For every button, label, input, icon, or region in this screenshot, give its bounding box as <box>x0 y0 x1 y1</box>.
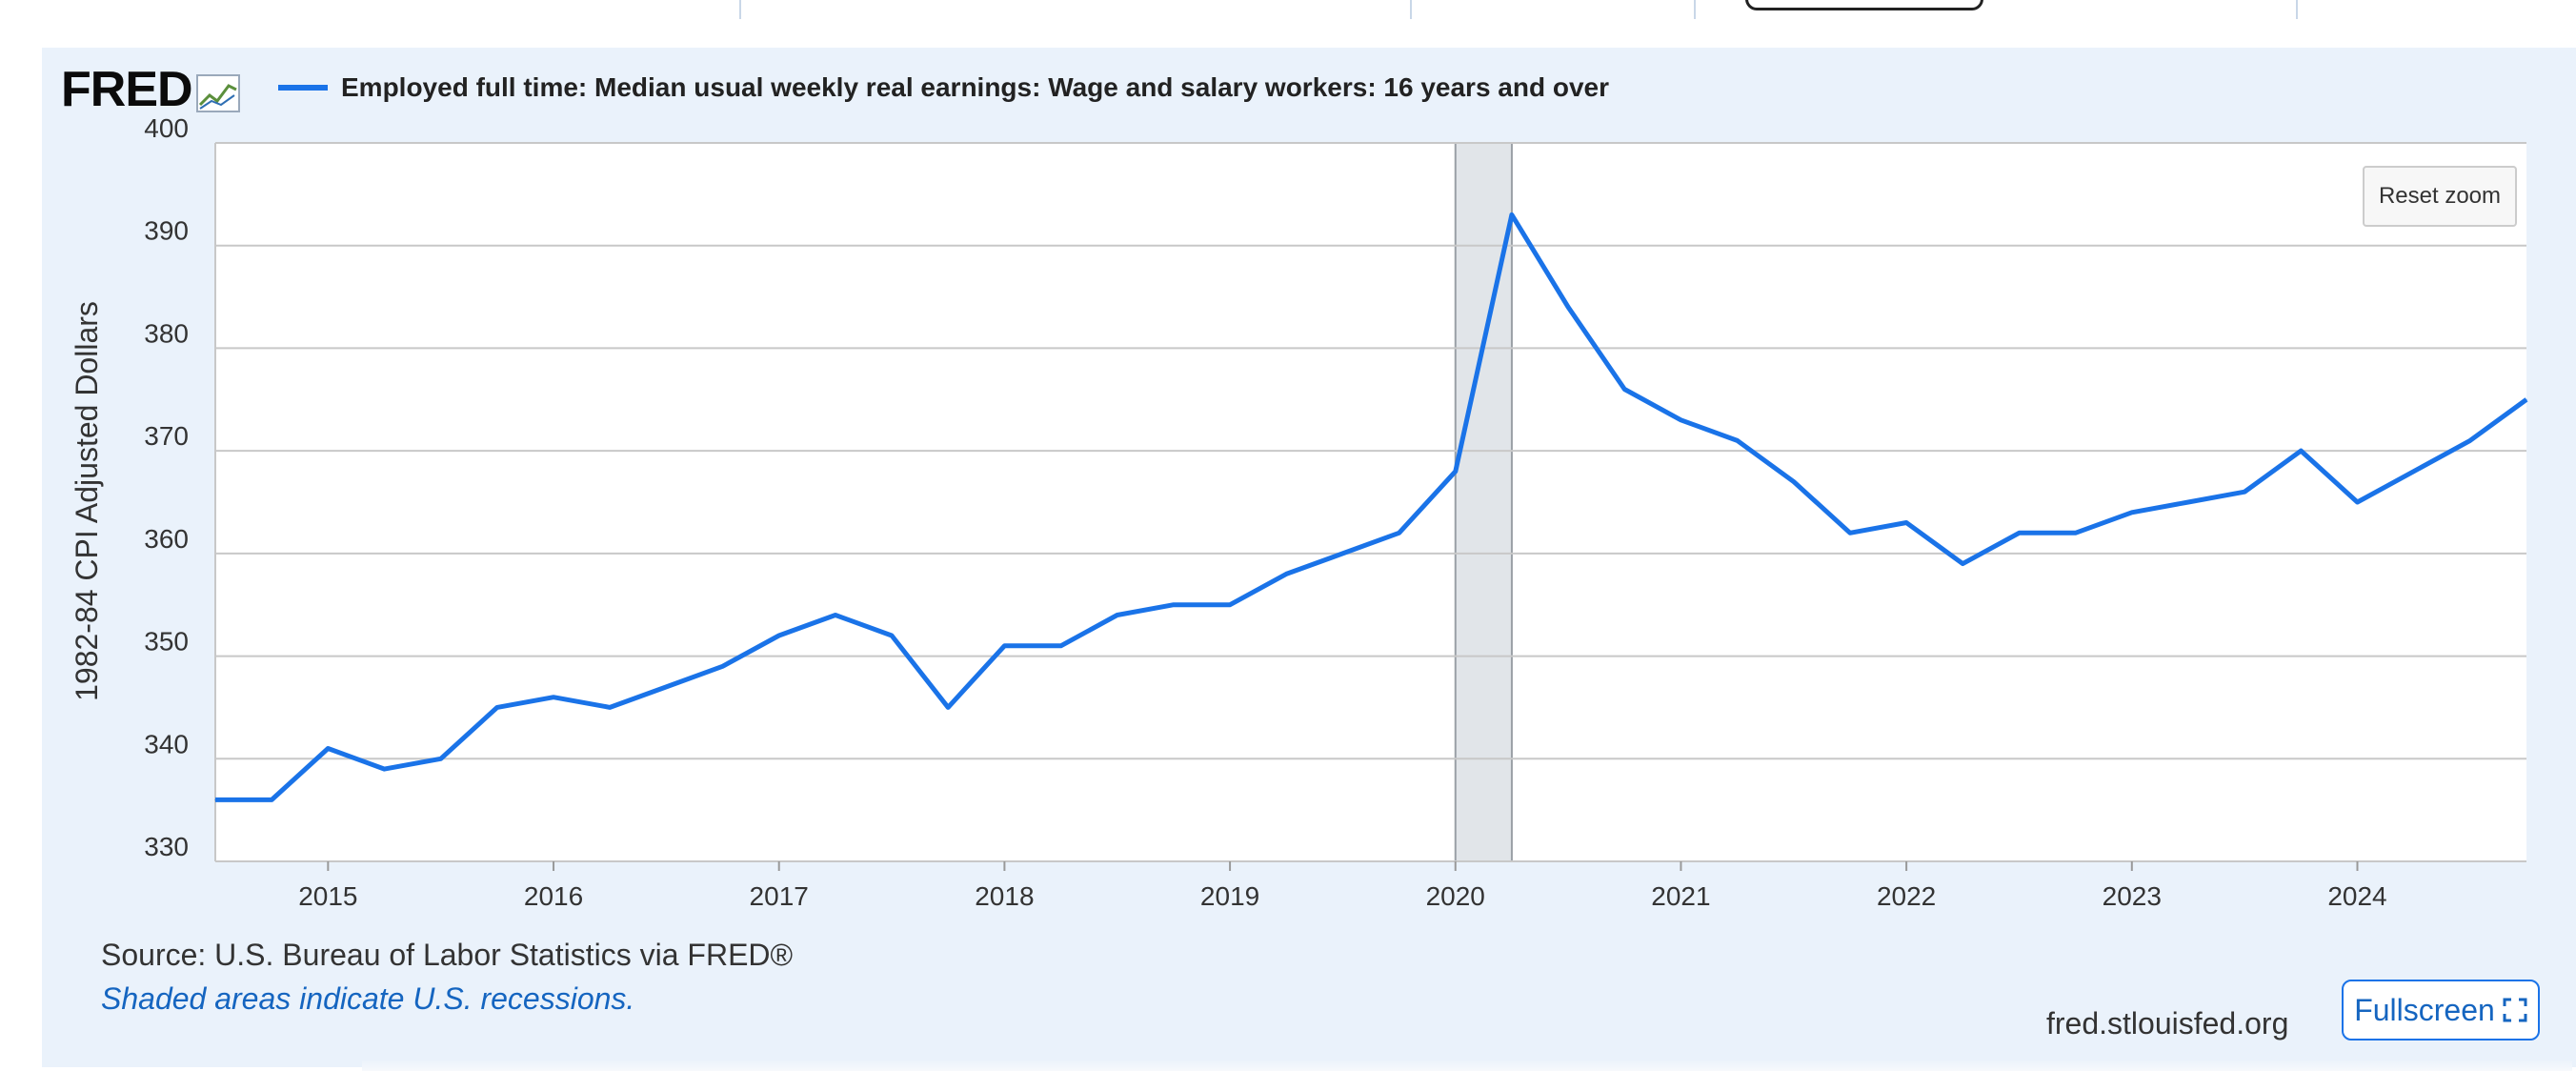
data-point <box>609 706 611 708</box>
data-point <box>1511 213 1513 215</box>
data-point <box>778 635 780 637</box>
logo-text: FRED <box>61 62 193 117</box>
series-line <box>215 212 2528 802</box>
x-tick-label: 2016 <box>524 881 583 911</box>
data-point <box>1680 419 1681 421</box>
data-point <box>2356 501 2358 503</box>
divider <box>739 0 741 19</box>
data-point <box>1341 553 1343 555</box>
data-point <box>214 798 216 800</box>
chart-card: 330 340 350 360 370 380 390 400 2015 2016 2017 2018… <box>42 48 2576 1067</box>
data-point <box>1455 471 1457 473</box>
y-tick-label: 380 <box>144 318 189 348</box>
data-point <box>327 748 329 750</box>
data-point <box>1229 604 1231 606</box>
bottom-shadow <box>362 1060 2572 1071</box>
x-tick-label: 2024 <box>2327 881 2386 911</box>
data-point <box>1849 532 1851 534</box>
chart-svg: 330 340 350 360 370 380 390 400 2015 2016 2017 2018… <box>70 113 2528 911</box>
data-point <box>1623 389 1625 391</box>
x-tick-label: 2015 <box>298 881 357 911</box>
x-tick-label: 2019 <box>1200 881 1259 911</box>
divider <box>2296 0 2298 19</box>
data-point <box>1285 573 1287 575</box>
x-tick-label: 2017 <box>750 881 809 911</box>
y-tick-label: 390 <box>144 216 189 246</box>
data-point <box>2244 491 2245 493</box>
x-tick-label: 2023 <box>2103 881 2162 911</box>
source-text: Source: U.S. Bureau of Labor Statistics … <box>101 938 794 972</box>
data-point <box>1737 439 1739 441</box>
data-point <box>440 758 442 759</box>
data-point <box>1905 522 1907 524</box>
x-tick-label: 2018 <box>975 881 1034 911</box>
data-point <box>2187 501 2189 503</box>
data-point <box>1567 306 1569 308</box>
y-tick-label: 370 <box>144 421 189 451</box>
data-point <box>1173 604 1175 606</box>
data-point <box>2075 532 2077 534</box>
fullscreen-label: Fullscreen <box>2354 992 2495 1027</box>
legend-label: Employed full time: Median usual weekly … <box>341 72 1610 102</box>
grid-layer <box>214 142 2526 862</box>
series-layer <box>214 212 2528 802</box>
data-point <box>496 706 498 708</box>
data-point <box>2526 398 2527 400</box>
divider <box>1410 0 1412 19</box>
fred-logo[interactable]: FRED <box>61 65 240 114</box>
plot-area <box>215 143 2526 861</box>
data-point <box>891 635 893 637</box>
data-point <box>947 706 949 708</box>
cut-off-control[interactable] <box>1745 0 1983 10</box>
data-point <box>1003 645 1005 647</box>
x-tick-label: 2020 <box>1426 881 1485 911</box>
data-point <box>384 768 386 770</box>
data-point <box>2018 532 2020 534</box>
data-point <box>1793 480 1795 482</box>
y-tick-label: 330 <box>144 832 189 861</box>
expand-icon <box>2503 998 2527 1022</box>
y-tick-label: 360 <box>144 524 189 554</box>
axis-layer: 330 340 350 360 370 380 390 400 2015 2016 2017 2018… <box>144 113 2386 911</box>
x-tick-label: 2021 <box>1651 881 1710 911</box>
y-axis-label: 1982-84 CPI Adjusted Dollars <box>70 301 104 701</box>
legend-swatch <box>278 85 328 91</box>
site-url: fred.stlouisfed.org <box>2046 1006 2289 1041</box>
chart-line-icon <box>195 74 240 112</box>
fullscreen-button[interactable]: Fullscreen <box>2342 980 2540 1041</box>
data-point <box>2413 471 2415 473</box>
data-point <box>2469 439 2471 441</box>
data-point <box>665 686 667 688</box>
y-tick-label: 400 <box>144 113 189 143</box>
x-tick-label: 2022 <box>1877 881 1936 911</box>
legend[interactable]: Employed full time: Median usual weekly … <box>278 72 1609 103</box>
y-tick-label: 350 <box>144 627 189 657</box>
data-point <box>2131 512 2133 514</box>
recession-note-link[interactable]: Shaded areas indicate U.S. recessions. <box>101 981 635 1016</box>
reset-zoom-button[interactable]: Reset zoom <box>2363 166 2517 227</box>
top-strip <box>0 0 2576 21</box>
data-point <box>1962 563 1963 565</box>
y-tick-label: 340 <box>144 729 189 758</box>
data-point <box>722 665 724 667</box>
divider <box>1694 0 1696 19</box>
data-point <box>2300 450 2302 452</box>
data-point <box>1060 645 1062 647</box>
